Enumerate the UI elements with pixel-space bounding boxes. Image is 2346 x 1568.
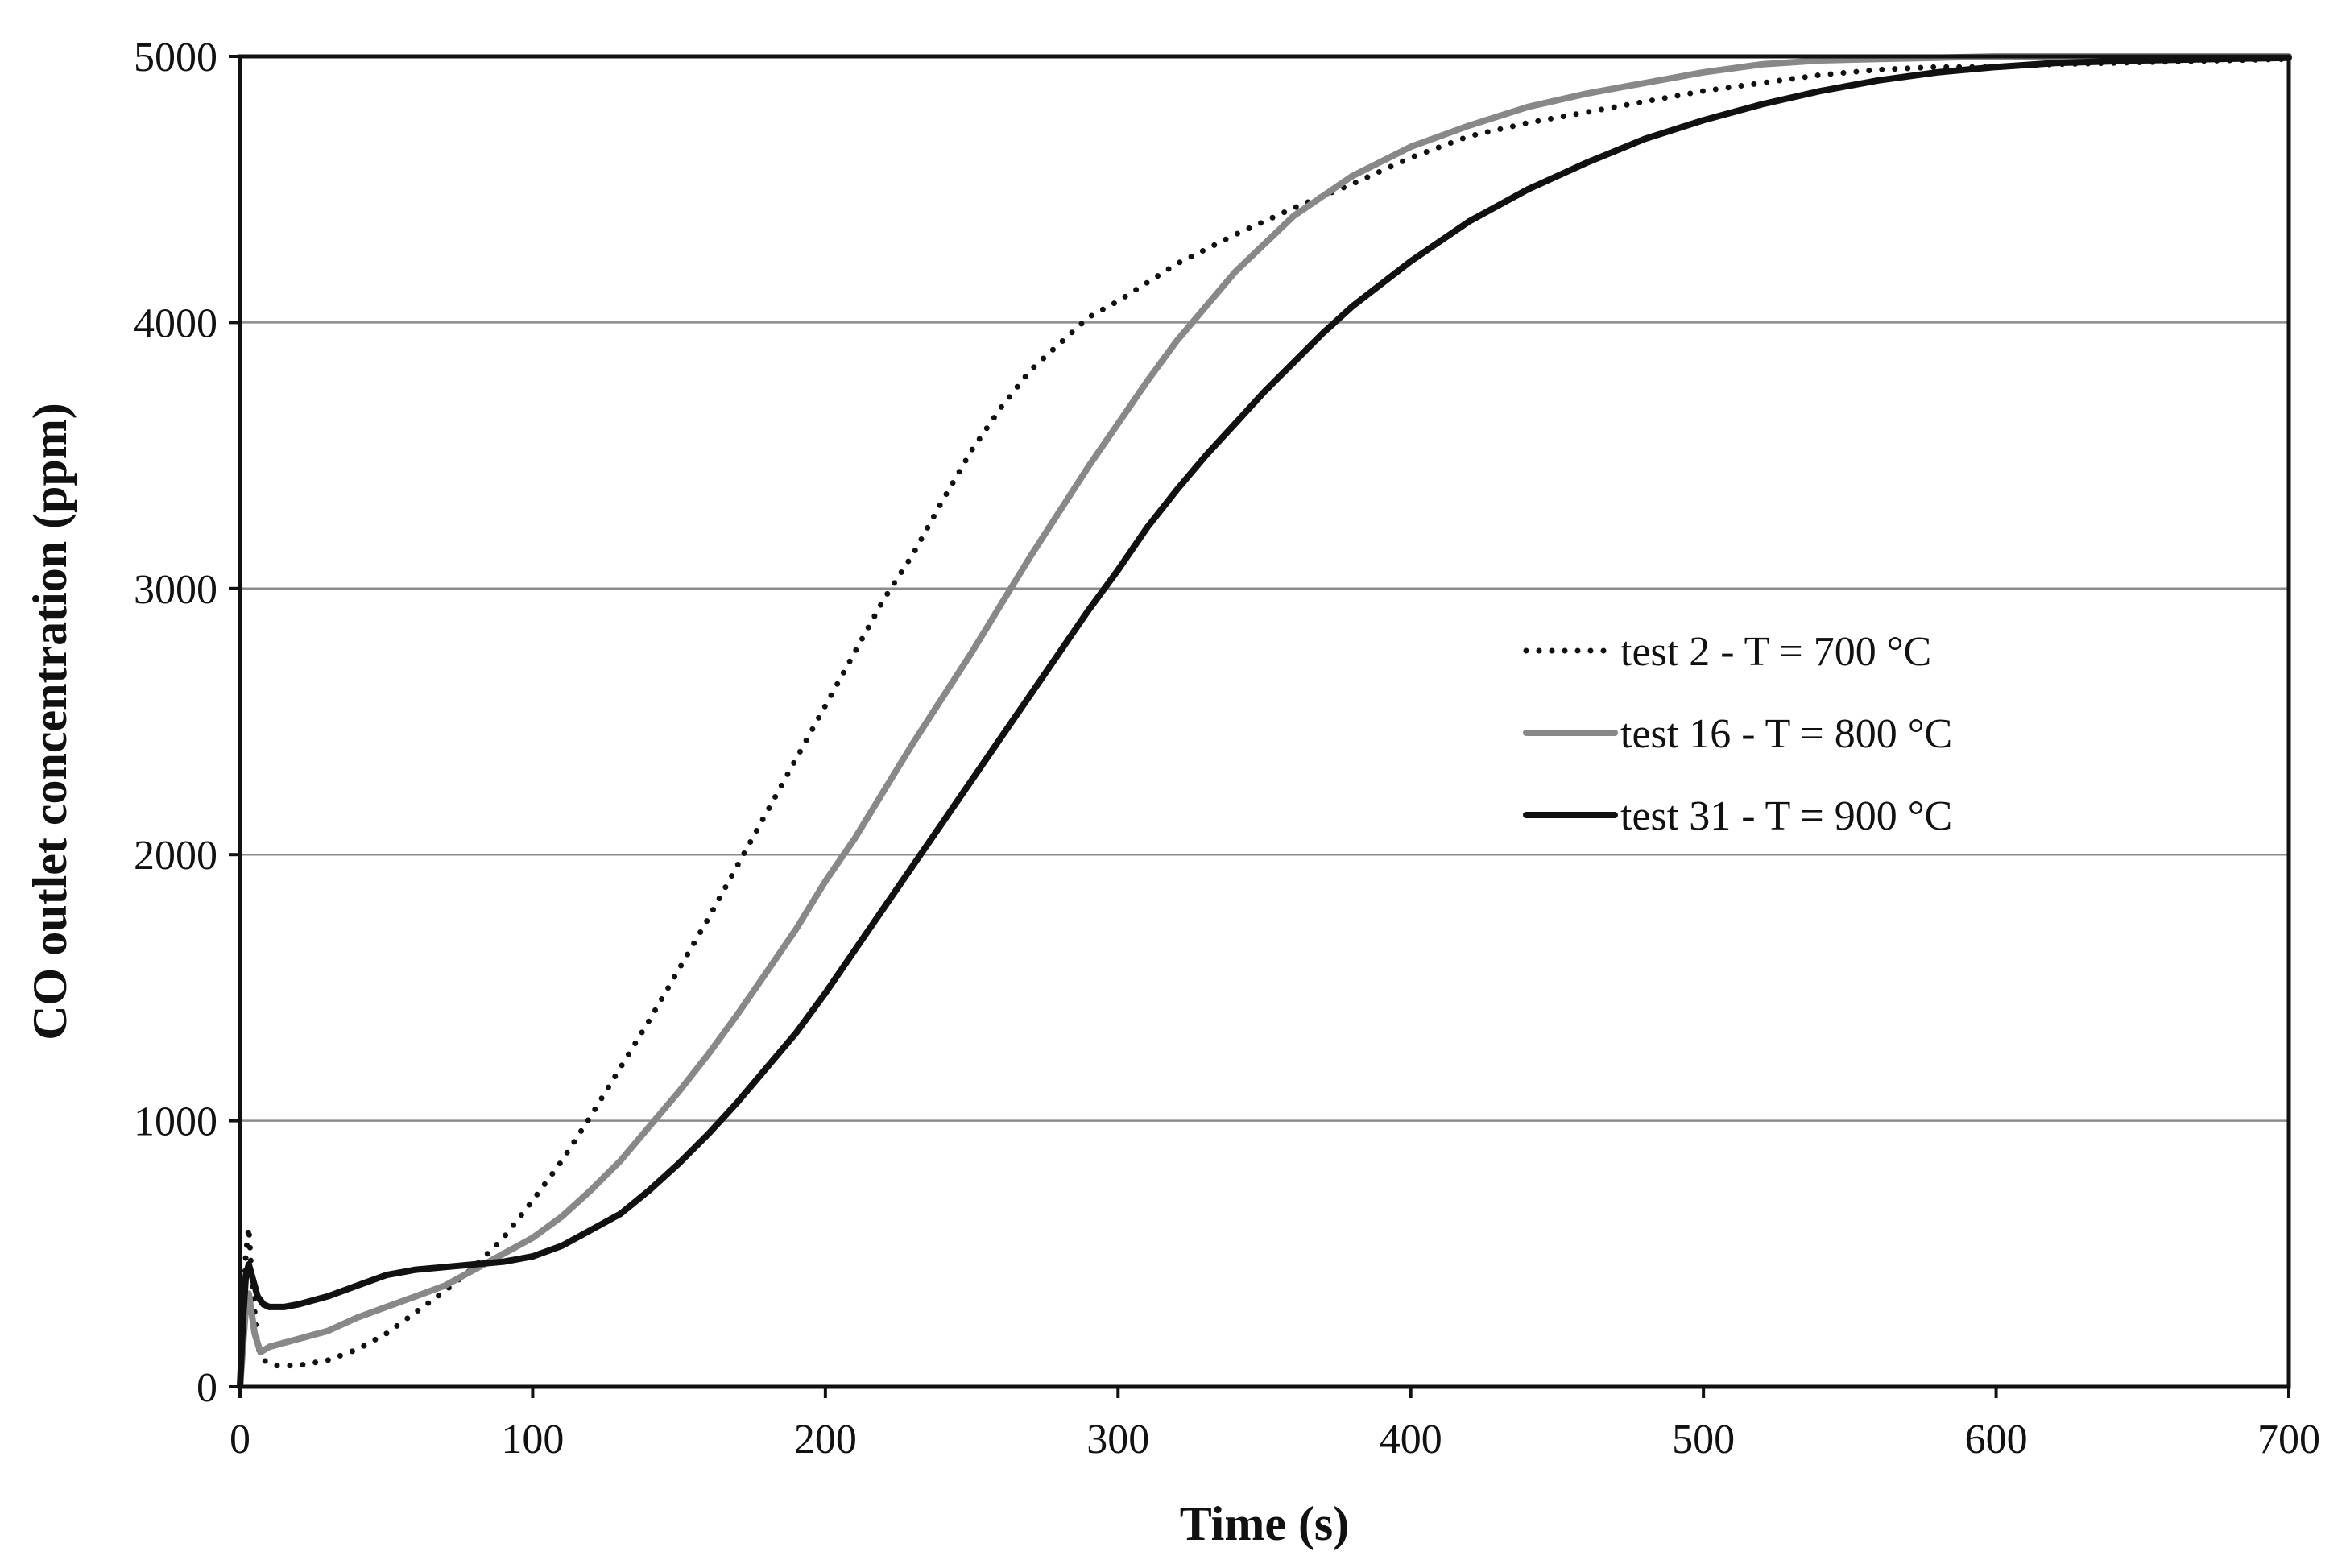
series-line-0 — [237, 56, 2292, 1390]
x-tick-label: 0 — [230, 1417, 250, 1463]
legend-label-2: test 31 - T = 900 °C — [1620, 793, 1952, 839]
plot-area-frame — [238, 54, 2291, 1389]
x-tick-label: 300 — [1086, 1417, 1149, 1463]
x-tick-label: 600 — [1965, 1417, 2028, 1463]
legend: test 2 - T = 700 °C test 16 - T = 800 °C t… — [1523, 629, 1952, 839]
legend-label-0: test 2 - T = 700 °C — [1620, 629, 1931, 675]
y-tick-label: 3000 — [134, 567, 217, 613]
series-line-2 — [237, 54, 2292, 1390]
gridlines — [240, 321, 2289, 1122]
y-tick-label: 5000 — [134, 35, 217, 81]
series-line-1 — [237, 53, 2292, 1390]
y-tick-label: 2000 — [134, 833, 217, 879]
x-tick-label: 200 — [794, 1417, 857, 1463]
y-tick-label: 0 — [197, 1365, 217, 1411]
y-axis-title: CO outlet concentration (ppm) — [23, 403, 77, 1041]
x-tick-label: 700 — [2257, 1417, 2320, 1463]
axis-ticks: 0 1000 2000 3000 4000 5000 0 100 200 300 400 500 600… — [134, 35, 2320, 1463]
series-group — [237, 53, 2292, 1390]
x-tick-label: 500 — [1672, 1417, 1735, 1463]
x-tick-label: 400 — [1380, 1417, 1442, 1463]
y-tick-label: 1000 — [134, 1099, 217, 1145]
y-tick-label: 4000 — [134, 300, 217, 346]
legend-label-1: test 16 - T = 800 °C — [1620, 711, 1952, 757]
x-tick-label: 100 — [501, 1417, 564, 1463]
x-axis-title: Time (s) — [1180, 1497, 1350, 1550]
